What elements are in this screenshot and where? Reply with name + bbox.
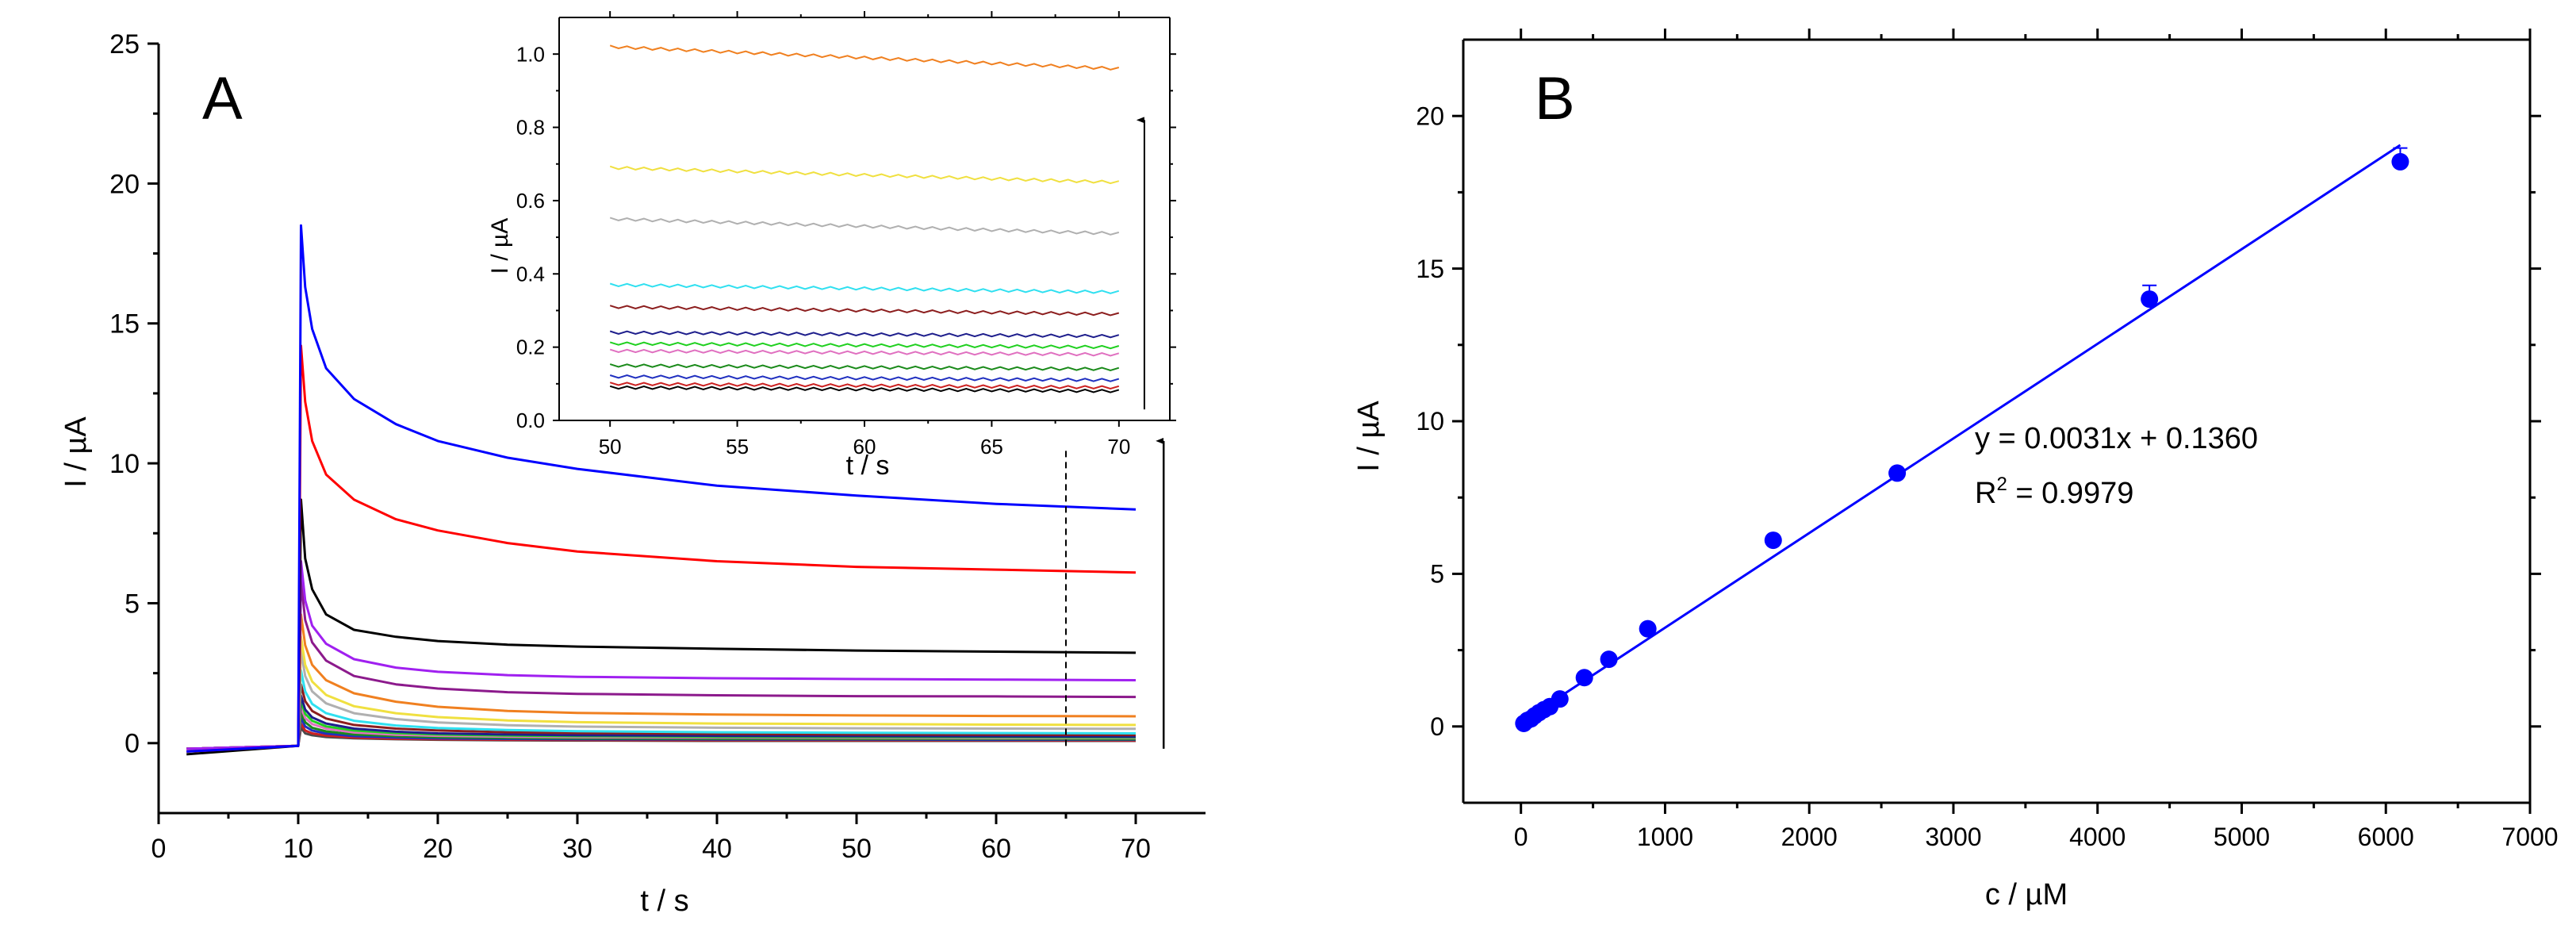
- panel-b-x-tick-label: 4000: [2069, 823, 2126, 851]
- panel-b-label: B: [1535, 65, 1575, 132]
- panel-b-x-tick-label: 6000: [2358, 823, 2414, 851]
- panel-b-xlabel: c / µM: [1985, 878, 2068, 911]
- panel-a-x-tick-label: 50: [841, 834, 872, 864]
- inset-background: [559, 16, 1170, 420]
- panel-a-series-c4: [186, 711, 1137, 750]
- inset-y-tick-label: 0.8: [516, 116, 545, 140]
- panel-a-y-tick-label: 20: [109, 169, 140, 199]
- panel-b-point: [1551, 690, 1569, 708]
- panel-b-points: [1515, 152, 2409, 732]
- panel-a-x-tick-label: 40: [702, 834, 732, 864]
- panel-a-series-c16: [186, 344, 1137, 753]
- panel-a-x-tick-label: 30: [562, 834, 592, 864]
- panel-a-series-c7: [186, 694, 1137, 750]
- panel-a-series-c11: [186, 635, 1137, 750]
- panel-b-point: [1888, 464, 1907, 482]
- panel-a-series-c13: [186, 579, 1137, 750]
- inset-series-c7: [609, 330, 1120, 339]
- panel-a-series-c14: [186, 560, 1137, 750]
- panel-a-xlabel: t / s: [640, 884, 688, 918]
- inset-series-c4: [609, 363, 1120, 371]
- panel-a-series-c17: [186, 224, 1137, 753]
- inset-series-c5: [609, 348, 1120, 357]
- inset-y-tick-label: 0.6: [516, 189, 545, 213]
- panel-a-x-tick-label: 0: [151, 834, 167, 864]
- panel-b-ylabel: I / µA: [1352, 401, 1386, 472]
- panel-b-x-tick-label: 1000: [1637, 823, 1693, 851]
- inset-y-tick-label: 0.0: [516, 409, 545, 432]
- panel-a-x-tick-label: 60: [981, 834, 1011, 864]
- inset-y-tick-label: 0.4: [516, 262, 545, 286]
- panel-b-y-tick-label: 0: [1430, 712, 1444, 741]
- inset-axes: 50 55 60 65 70 0.0 0.2 0.4 0.6 0.8 1.0: [516, 11, 1176, 458]
- panel-b-x-tick-label: 0: [1514, 823, 1528, 851]
- panel-b-point: [1600, 650, 1618, 669]
- inset-xlabel: t / s: [846, 451, 890, 481]
- panel-b-y-tick-label: 5: [1430, 560, 1444, 589]
- inset-series-c8: [609, 305, 1120, 317]
- inset-series-c1: [609, 385, 1120, 393]
- panel-b-point: [2391, 152, 2409, 171]
- inset-series-c9: [609, 282, 1120, 294]
- panel-b-r2-value: = 0.9979: [2007, 477, 2134, 510]
- panel-a-y-tick-label: 0: [125, 729, 140, 759]
- panel-a: 0 10 20 30 40 50 60 70 0 5 10 15 20 25 A t / s I / µA: [59, 29, 1206, 918]
- inset-series-c10: [609, 217, 1120, 236]
- panel-b-r2-superscript: 2: [1996, 474, 2007, 495]
- inset-x-tick-label: 60: [853, 435, 876, 458]
- panel-b-y-tick-label: 10: [1416, 407, 1444, 435]
- panel-b-error-bars: [2142, 147, 2408, 300]
- panel-a-axes: 0 10 20 30 40 50 60 70 0 5 10 15 20 25: [109, 29, 1206, 864]
- inset-series-c12: [609, 44, 1120, 71]
- panel-a-inset: 50 55 60 65 70 0.0 0.2 0.4 0.6 0.8 1.0 t / s I / µ…: [487, 11, 1176, 481]
- inset-series-c6: [609, 341, 1120, 350]
- panel-a-series-c10: [186, 649, 1137, 750]
- panel-b-point: [1764, 531, 1782, 550]
- panel-b-y-tick-label: 15: [1416, 255, 1444, 283]
- panel-a-y-tick-label: 15: [109, 309, 140, 340]
- panel-b-r2: R2 = 0.9979: [1975, 474, 2133, 510]
- panel-a-series-group: [186, 224, 1137, 756]
- panel-a-x-tick-label: 70: [1121, 834, 1151, 864]
- inset-series-c11: [609, 165, 1120, 185]
- panel-b-point: [1575, 669, 1593, 687]
- inset-x-tick-label: 70: [1107, 435, 1130, 458]
- panel-b-fit-line: [1520, 144, 2402, 723]
- panel-a-x-tick-label: 10: [283, 834, 313, 864]
- panel-a-y-tick-label: 5: [125, 589, 140, 619]
- inset-series-c3: [609, 374, 1120, 382]
- panel-b-x-tick-label: 7000: [2501, 823, 2558, 851]
- inset-series-group: [609, 44, 1120, 393]
- panel-b-point: [2141, 290, 2159, 309]
- inset-x-tick-label: 50: [599, 435, 622, 458]
- panel-b-axes: 0 1000 2000 3000 4000 5000 6000 7000 0 5 10 15 20: [1416, 29, 2559, 851]
- panel-b-point: [1639, 620, 1657, 638]
- panel-a-series-c12: [186, 613, 1137, 750]
- panel-b-r2-symbol: R: [1975, 477, 1996, 510]
- inset-y-tick-label: 0.2: [516, 336, 545, 359]
- panel-b-equation: y = 0.0031x + 0.1360: [1975, 422, 2258, 455]
- panel-a-series-c8: [186, 683, 1137, 750]
- panel-b-x-tick-label: 3000: [1925, 823, 1981, 851]
- inset-ylabel: I / µA: [487, 218, 513, 274]
- panel-a-label: A: [202, 65, 243, 132]
- panel-a-y-tick-label: 10: [109, 449, 140, 479]
- panel-a-series-c9: [186, 669, 1137, 750]
- panel-b-x-tick-label: 2000: [1781, 823, 1838, 851]
- inset-x-tick-label: 65: [980, 435, 1003, 458]
- panel-a-series-c15: [186, 498, 1137, 756]
- panel-b-x-tick-label: 5000: [2214, 823, 2270, 851]
- inset-series-c2: [609, 382, 1120, 390]
- panel-a-ylabel: I / µA: [59, 416, 93, 488]
- inset-y-tick-label: 1.0: [516, 42, 545, 66]
- panel-a-y-tick-label: 25: [109, 29, 140, 59]
- inset-x-tick-label: 55: [726, 435, 749, 458]
- panel-a-x-tick-label: 20: [423, 834, 453, 864]
- panel-b-y-tick-label: 20: [1416, 102, 1444, 130]
